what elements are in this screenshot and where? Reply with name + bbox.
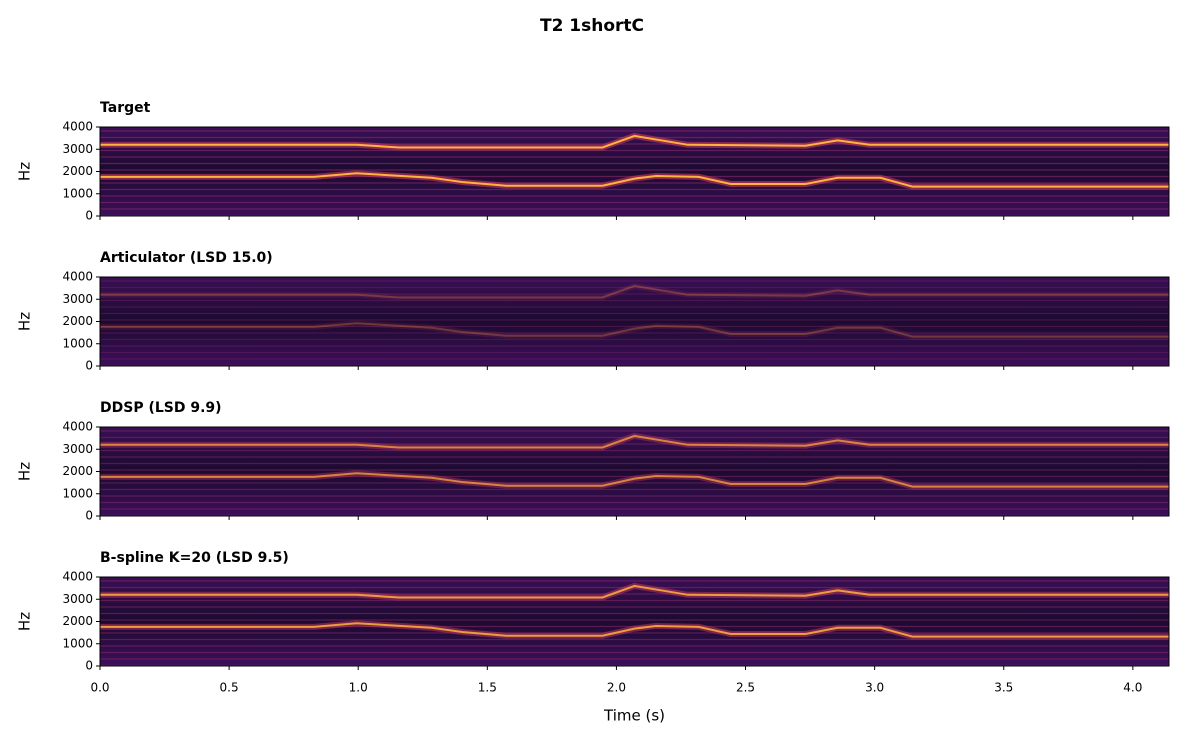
formant-band (100, 622, 1169, 638)
formant-band (100, 172, 1169, 188)
spectrogram-image (100, 427, 1169, 517)
spectrogram-image (100, 127, 1169, 217)
y-tick-label: 3000 (62, 592, 93, 606)
x-axis-label: Time (s) (603, 707, 665, 725)
panel-title: B-spline K=20 (LSD 9.5) (100, 550, 289, 566)
y-tick-label: 0 (85, 359, 93, 373)
formant-glow (100, 282, 1169, 301)
formant-band (100, 284, 1169, 299)
y-tick-label: 0 (85, 659, 93, 673)
y-axis-label: Hz (16, 312, 34, 331)
y-axis-label: Hz (16, 162, 34, 181)
spectrogram-background (100, 427, 1169, 516)
formant-band (100, 584, 1169, 599)
y-tick-label: 4000 (62, 420, 93, 434)
x-tick-label: 3.5 (994, 681, 1013, 695)
y-tick-label: 3000 (62, 442, 93, 456)
y-axis-label: Hz (16, 612, 34, 631)
y-axis-label: Hz (16, 462, 34, 481)
y-tick-label: 2000 (62, 614, 93, 628)
y-tick-label: 1000 (62, 636, 93, 650)
spectrogram-image (100, 277, 1169, 367)
y-tick-label: 2000 (62, 314, 93, 328)
y-tick-label: 1000 (62, 186, 93, 200)
formant-band (100, 472, 1169, 488)
x-tick-label: 1.0 (349, 681, 368, 695)
formant-band (100, 434, 1169, 449)
spectrogram-image (100, 577, 1169, 667)
formant-band (100, 134, 1169, 149)
formant-band (100, 322, 1169, 338)
y-tick-label: 3000 (62, 292, 93, 306)
panel-title: Target (100, 100, 151, 116)
y-tick-label: 4000 (62, 270, 93, 284)
y-tick-label: 1000 (62, 336, 93, 350)
y-tick-label: 0 (85, 509, 93, 523)
formant-glow (100, 320, 1169, 340)
x-tick-label: 4.0 (1123, 681, 1142, 695)
y-tick-label: 4000 (62, 120, 93, 134)
spectrogram-background (100, 277, 1169, 366)
y-tick-label: 3000 (62, 142, 93, 156)
y-tick-label: 2000 (62, 464, 93, 478)
x-tick-label: 0.0 (90, 681, 109, 695)
figure-title: T2 1shortC (540, 16, 644, 36)
y-tick-label: 1000 (62, 486, 93, 500)
x-tick-label: 3.0 (865, 681, 884, 695)
y-tick-label: 0 (85, 209, 93, 223)
y-tick-label: 2000 (62, 164, 93, 178)
x-tick-label: 1.5 (478, 681, 497, 695)
x-tick-label: 2.0 (607, 681, 626, 695)
y-tick-label: 4000 (62, 570, 93, 584)
panel-title: Articulator (LSD 15.0) (100, 250, 273, 266)
panel-title: DDSP (LSD 9.9) (100, 400, 222, 416)
x-tick-label: 2.5 (736, 681, 755, 695)
x-tick-label: 0.5 (220, 681, 239, 695)
